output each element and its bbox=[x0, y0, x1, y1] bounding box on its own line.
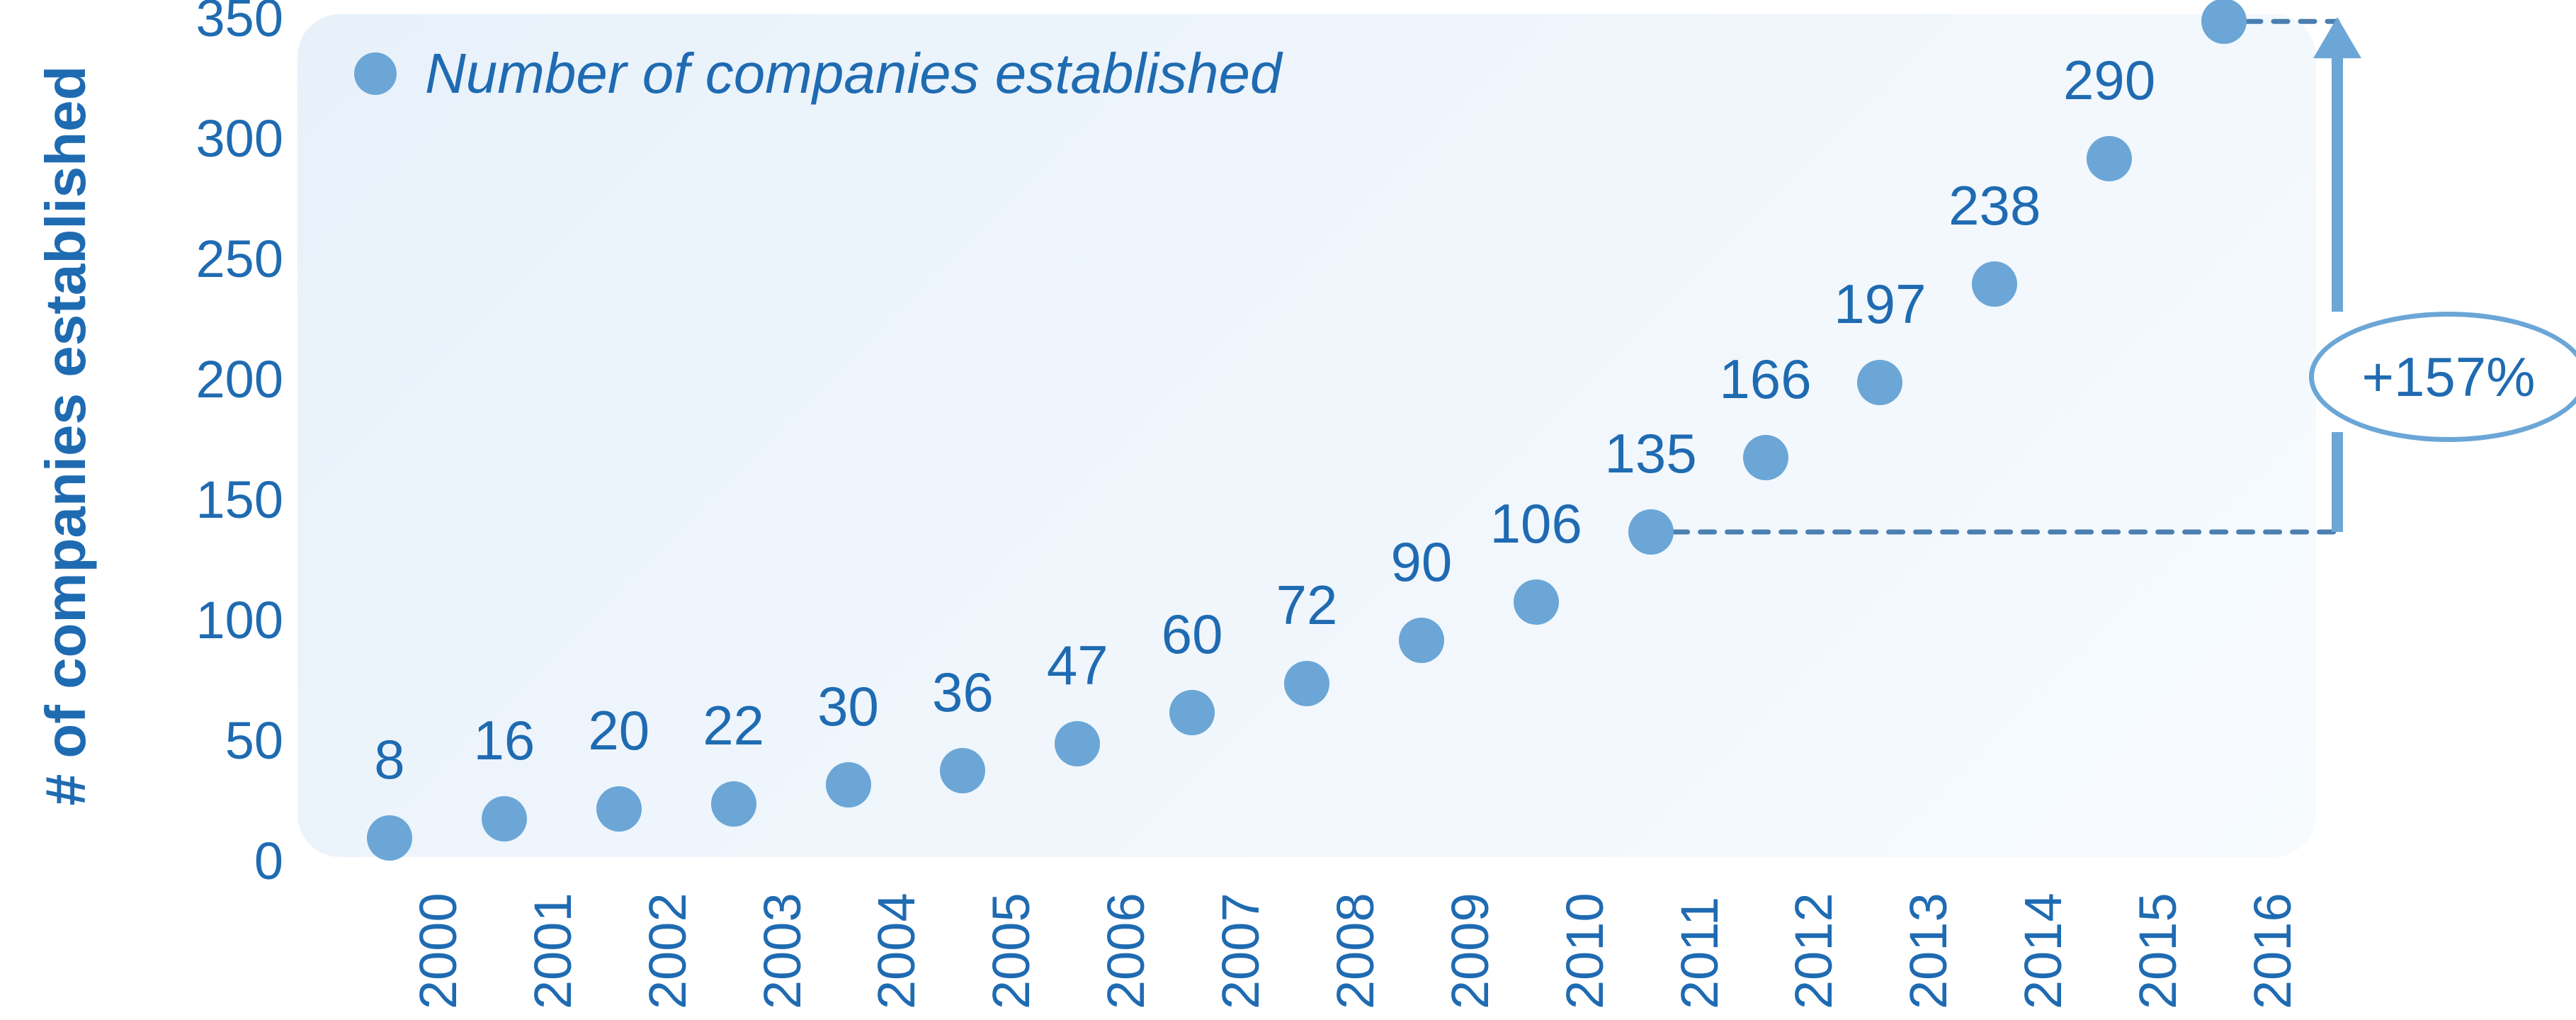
y-axis-title: # of companies established bbox=[33, 66, 98, 806]
x-tick-label: 2012 bbox=[1783, 892, 1844, 1009]
data-label: 166 bbox=[1719, 347, 1811, 412]
data-label: 90 bbox=[1390, 530, 1452, 594]
data-point bbox=[711, 781, 756, 827]
y-tick-label: 0 bbox=[135, 831, 283, 891]
x-tick-label: 2013 bbox=[1898, 892, 1958, 1009]
data-point bbox=[1399, 618, 1444, 663]
data-point bbox=[940, 748, 985, 793]
y-tick-label: 50 bbox=[135, 710, 283, 771]
growth-callout-badge: +157% bbox=[2309, 312, 2576, 442]
x-tick-label: 2014 bbox=[2013, 892, 2073, 1009]
x-tick-label: 2000 bbox=[408, 892, 468, 1009]
x-tick-label: 2015 bbox=[2128, 892, 2188, 1009]
y-tick-label: 250 bbox=[135, 229, 283, 289]
data-label: 30 bbox=[817, 674, 879, 739]
growth-callout-text: +157% bbox=[2361, 345, 2535, 409]
x-tick-label: 2001 bbox=[523, 892, 583, 1009]
data-label: 197 bbox=[1834, 272, 1926, 336]
data-point bbox=[1055, 721, 1100, 766]
x-tick-label: 2016 bbox=[2242, 892, 2303, 1009]
legend-marker-icon bbox=[354, 52, 397, 95]
data-point bbox=[482, 796, 527, 842]
x-tick-label: 2006 bbox=[1096, 892, 1156, 1009]
data-label: 238 bbox=[1948, 174, 2041, 238]
x-tick-label: 2011 bbox=[1669, 897, 1730, 1009]
x-tick-label: 2009 bbox=[1440, 892, 1500, 1009]
data-label: 72 bbox=[1276, 573, 1338, 638]
data-point bbox=[596, 786, 642, 832]
x-tick-label: 2004 bbox=[866, 892, 926, 1009]
x-tick-label: 2002 bbox=[637, 892, 698, 1009]
data-label: 16 bbox=[473, 708, 535, 773]
data-point bbox=[1743, 435, 1788, 480]
data-point bbox=[2201, 0, 2247, 44]
x-tick-label: 2008 bbox=[1325, 892, 1385, 1009]
data-label: 36 bbox=[932, 660, 994, 725]
data-point bbox=[367, 815, 412, 861]
y-tick-label: 100 bbox=[135, 590, 283, 650]
data-label: 60 bbox=[1162, 602, 1223, 667]
x-tick-label: 2005 bbox=[981, 892, 1041, 1009]
x-tick-label: 2007 bbox=[1210, 892, 1271, 1009]
data-label: 20 bbox=[588, 698, 649, 763]
x-tick-label: 2003 bbox=[752, 892, 812, 1009]
data-point bbox=[826, 762, 871, 808]
data-point bbox=[1857, 360, 1902, 405]
y-tick-label: 350 bbox=[135, 0, 283, 48]
legend: Number of companies established bbox=[354, 41, 1282, 106]
data-label: 290 bbox=[2063, 48, 2155, 113]
data-label: 135 bbox=[1605, 421, 1697, 486]
data-point bbox=[1169, 690, 1215, 735]
data-point bbox=[1628, 509, 1674, 555]
data-point bbox=[1514, 579, 1559, 625]
data-label: 47 bbox=[1047, 633, 1108, 698]
data-point bbox=[1284, 661, 1329, 706]
data-point bbox=[1972, 261, 2017, 307]
data-label: 106 bbox=[1490, 492, 1582, 556]
x-tick-label: 2010 bbox=[1555, 892, 1615, 1009]
data-label: 22 bbox=[703, 693, 764, 758]
legend-label: Number of companies established bbox=[425, 41, 1282, 106]
companies-established-chart: # of companies established 0501001502002… bbox=[0, 0, 2576, 1020]
y-tick-label: 300 bbox=[135, 108, 283, 169]
data-label: 8 bbox=[374, 727, 404, 792]
data-point bbox=[2087, 136, 2132, 181]
y-tick-label: 200 bbox=[135, 349, 283, 409]
y-tick-label: 150 bbox=[135, 470, 283, 530]
